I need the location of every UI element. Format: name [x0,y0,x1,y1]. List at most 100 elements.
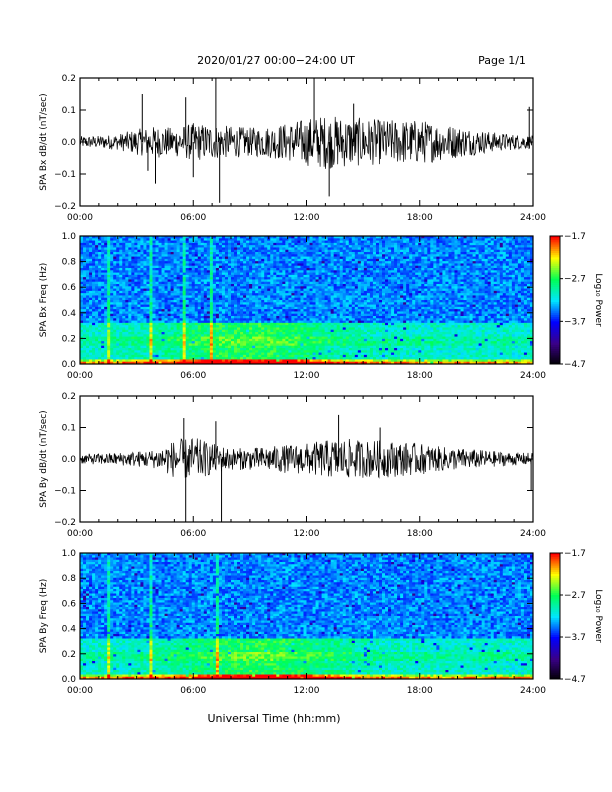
heat-cell [80,290,84,294]
heat-cell [291,311,295,315]
heat-cell [122,359,126,363]
heat-cell [273,236,277,239]
heat-cell [240,268,244,271]
heat-cell [276,295,280,299]
heat-cell [218,290,223,294]
heat-cell [276,350,280,353]
heat-cell [158,286,162,289]
heat-cell [164,361,168,365]
heat-cell [330,238,335,241]
heat-cell [282,295,286,299]
heat-cell [86,295,90,299]
heat-cell [252,316,256,319]
heat-cell [221,268,226,271]
heat-cell [155,313,159,317]
heat-cell [164,352,168,356]
heat-cell [294,318,298,321]
heat-cell [209,359,214,363]
heat-cell [237,341,241,344]
heat-cell [152,281,156,285]
heat-cell [143,352,147,356]
heat-cell [206,325,211,328]
heat-cell [92,311,96,315]
heat-cell [200,290,205,294]
heat-cell [264,329,268,333]
heat-cell [155,302,159,305]
heat-cell [125,245,129,248]
heat-cell [122,302,126,305]
heat-cell [146,304,150,308]
heat-cell [125,359,129,363]
heat-cell [237,302,241,305]
heat-cell [122,309,126,312]
heat-cell [146,249,150,253]
heat-cell [200,295,205,299]
heat-cell [336,297,341,301]
heat-cell [330,327,335,331]
heat-cell [101,320,105,324]
heat-cell [333,277,338,280]
heat-cell [176,329,181,333]
heat-cell [288,252,292,255]
heat-cell [227,261,232,264]
heat-cell [101,236,105,239]
heat-cell [194,261,199,264]
heat-cell [227,304,232,308]
heat-cell [240,265,244,269]
heat-cell [270,286,274,289]
heat-cell [285,345,289,349]
heat-cell [249,311,253,315]
heat-cell [294,270,298,273]
heat-cell [182,268,187,271]
heat-cell [95,256,99,260]
heat-cell [258,263,262,267]
heat-cell [95,306,99,310]
heat-cell [125,281,129,285]
heat-cell [264,277,268,280]
heat-cell [182,354,187,358]
heat-cell [143,258,147,262]
heat-cell [336,343,341,347]
heat-cell [227,313,232,317]
heat-cell [119,334,123,337]
heat-cell [128,290,132,294]
heat-cell [155,274,159,278]
heat-cell [155,361,159,365]
heat-cell [273,359,277,363]
heat-cell [327,252,332,255]
heat-cell [83,274,87,278]
heat-cell [200,284,205,287]
heat-cell [324,268,329,271]
heat-cell [306,306,310,310]
heat-cell [197,332,202,335]
heat-cell [188,343,193,347]
heat-cell [140,254,144,257]
heat-cell [309,254,313,257]
heat-cell [224,261,229,264]
heat-cell [92,265,96,269]
heat-cell [131,336,135,340]
heat-cell [333,306,338,310]
heat-cell [336,361,341,365]
heat-cell [164,318,168,321]
heat-cell [83,261,87,264]
heat-cell [285,354,289,358]
heat-cell [176,345,181,349]
heat-cell [155,352,159,356]
heat-cell [264,272,268,276]
heat-cell [188,240,193,244]
heat-cell [291,258,295,262]
heat-cell [279,288,283,292]
heat-cell [224,327,229,331]
heat-cell [107,297,111,301]
heat-cell [179,293,184,296]
heat-cell [267,242,271,246]
heat-cell [288,288,292,292]
heat-cell [137,254,141,257]
heat-cell [212,297,217,301]
heat-cell [243,254,247,257]
heat-cell [98,357,102,360]
heat-cell [243,270,247,273]
heat-cell [267,320,271,324]
heat-cell [203,268,208,271]
